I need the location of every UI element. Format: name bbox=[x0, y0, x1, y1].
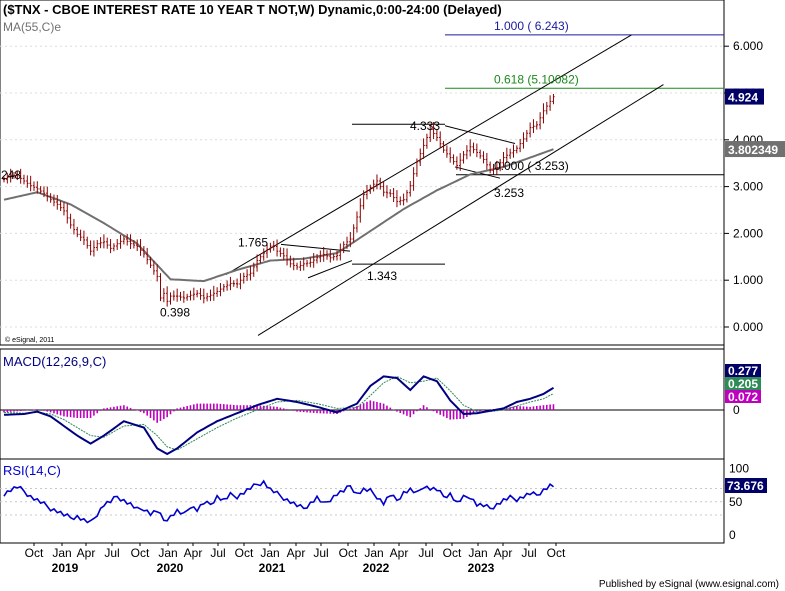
x-month-label: Oct bbox=[131, 546, 150, 560]
rsi-tick-label: 100 bbox=[729, 462, 749, 476]
x-axis-labels: Oct Jan Apr Jul Oct Jan Apr Jul Oct Jan Apr Jul Oct J… bbox=[25, 543, 566, 575]
x-month-label: Jul bbox=[104, 546, 119, 560]
x-month-label: Apr bbox=[184, 546, 203, 560]
ma-indicator-label: MA(55,C)e bbox=[3, 20, 61, 34]
x-month-label: Jul bbox=[521, 546, 536, 560]
rsi-tick-label: 0 bbox=[729, 528, 736, 542]
rsi-line bbox=[3, 479, 554, 524]
x-month-label: Oct bbox=[547, 546, 566, 560]
value-box-label: 4.924 bbox=[728, 91, 758, 105]
x-month-label: Jan bbox=[364, 546, 383, 560]
price-tick-label: 2.000 bbox=[733, 226, 763, 240]
upper-channel-line bbox=[225, 34, 632, 276]
rsi-value-label: 73.676 bbox=[727, 479, 764, 493]
rsi-series: 100 50 0 73.676 bbox=[0, 462, 767, 542]
macd-zero-label: 0 bbox=[733, 403, 740, 417]
triangle-lower-line bbox=[307, 260, 353, 279]
x-month-label: Jan bbox=[468, 546, 487, 560]
x-year-label: 2022 bbox=[363, 561, 390, 575]
x-month-label: Jul bbox=[418, 546, 433, 560]
wedge-upper-line bbox=[444, 125, 516, 145]
x-month-label: Jan bbox=[52, 546, 71, 560]
x-month-label: Jan bbox=[260, 546, 279, 560]
macd-value-label: 0.205 bbox=[728, 377, 758, 391]
x-month-label: Jul bbox=[313, 546, 328, 560]
value-box bbox=[725, 141, 785, 158]
price-panel-frame bbox=[0, 0, 725, 346]
macd-panel-frame bbox=[0, 348, 725, 460]
price-annotation: 0.618 (5.10082) bbox=[494, 72, 579, 86]
footer-bar bbox=[0, 575, 785, 591]
macd-value-box bbox=[725, 390, 761, 403]
price-annotation: 3.253 bbox=[494, 186, 524, 200]
x-month-label: Apr bbox=[390, 546, 409, 560]
x-month-label: Apr bbox=[77, 546, 96, 560]
value-box bbox=[725, 88, 764, 105]
x-year-label: 2020 bbox=[157, 561, 184, 575]
price-tick-label: 6.000 bbox=[733, 39, 763, 53]
footer-credit: Published by eSignal (www.esignal.com) bbox=[599, 579, 779, 590]
price-trendlines bbox=[225, 34, 724, 336]
price-annotation: 0.398 bbox=[160, 305, 190, 319]
macd-value-label: 0.072 bbox=[728, 390, 758, 404]
macd-value-box bbox=[725, 377, 761, 390]
price-annotations: 1.000 ( 6.243) 0.618 (5.10082) 0.000 ( 3.2… bbox=[1, 19, 785, 319]
x-month-label: Jan bbox=[158, 546, 177, 560]
macd-line bbox=[3, 375, 555, 456]
value-box-label: 3.802349 bbox=[728, 143, 778, 157]
price-annotation: 1.000 ( 6.243) bbox=[494, 19, 569, 33]
x-month-label: Oct bbox=[235, 546, 254, 560]
price-annotation: 4.333 bbox=[410, 119, 440, 133]
x-month-label: Apr bbox=[494, 546, 513, 560]
price-tick-label: 3.000 bbox=[733, 180, 763, 194]
price-tick-label: 0.000 bbox=[733, 320, 763, 334]
price-annotation: 1.343 bbox=[367, 269, 397, 283]
triangle-upper-line bbox=[280, 243, 351, 252]
ma-line-path bbox=[3, 148, 554, 283]
rsi-panel-title: RSI(14,C) bbox=[3, 463, 61, 478]
rsi-tick-label: 50 bbox=[729, 495, 743, 509]
macd-panel-title: MACD(12,26,9,C) bbox=[3, 354, 106, 369]
x-month-label: Oct bbox=[25, 546, 44, 560]
price-annotation: 0.000 ( 3.253) bbox=[494, 159, 569, 173]
moving-average-series bbox=[3, 148, 554, 283]
x-month-label: Oct bbox=[443, 546, 462, 560]
esignal-credit: © eSignal, 2011 bbox=[5, 336, 55, 344]
macd-value-label: 0.277 bbox=[728, 364, 758, 378]
x-month-label: Jul bbox=[210, 546, 225, 560]
x-year-label: 2019 bbox=[52, 561, 79, 575]
macd-signal-line bbox=[3, 375, 554, 451]
chart-title: ($TNX - CBOE INTEREST RATE 10 YEAR T NOT… bbox=[3, 2, 502, 17]
x-month-label: Oct bbox=[339, 546, 358, 560]
lower-channel-line bbox=[257, 84, 664, 336]
rsi-value-box bbox=[725, 478, 767, 494]
price-annotation: 1.765 bbox=[238, 235, 268, 249]
price-tick-label: 1.000 bbox=[733, 273, 763, 287]
x-year-label: 2023 bbox=[468, 561, 495, 575]
rsi-panel-frame bbox=[0, 458, 725, 544]
x-year-label: 2021 bbox=[259, 561, 286, 575]
price-candlesticks bbox=[2, 93, 555, 307]
price-annotation: 248 bbox=[1, 168, 21, 182]
x-month-label: Apr bbox=[287, 546, 306, 560]
macd-value-box bbox=[725, 364, 761, 377]
